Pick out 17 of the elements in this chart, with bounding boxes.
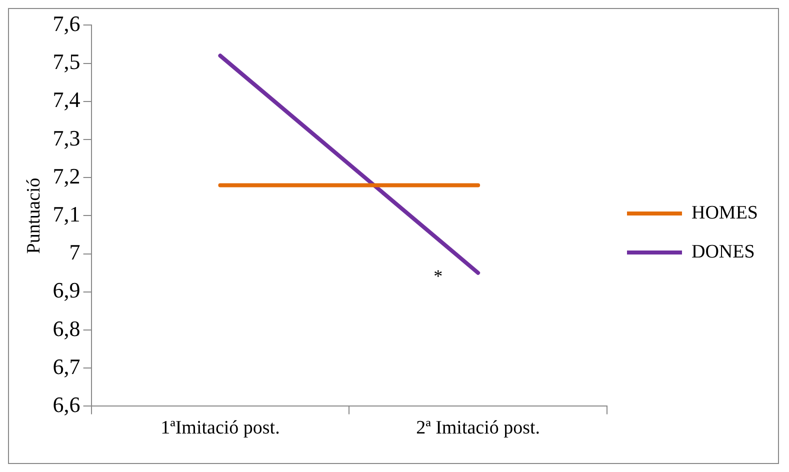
y-tick-label: 6,6 [52,392,80,417]
legend-label: DONES [691,241,755,262]
annotation: * [434,266,443,286]
y-axis-title: Puntuació [23,178,44,254]
x-tick-label: 2ª Imitació post. [416,418,540,439]
y-tick-label: 7,6 [52,10,80,36]
y-tick-label: 7,1 [52,201,80,226]
y-tick-label: 6,8 [52,316,80,341]
y-tick-label: 6,7 [52,354,80,379]
y-tick-label: 7,3 [52,125,80,150]
x-tick-label: 1ªImitació post. [160,418,280,439]
y-tick-label: 7,5 [52,49,80,74]
y-tick-label: 7 [69,240,80,265]
y-tick-label: 6,9 [52,278,80,303]
y-tick-label: 7,4 [52,87,80,112]
legend-label: HOMES [691,202,758,224]
y-tick-label: 7,2 [52,163,80,188]
